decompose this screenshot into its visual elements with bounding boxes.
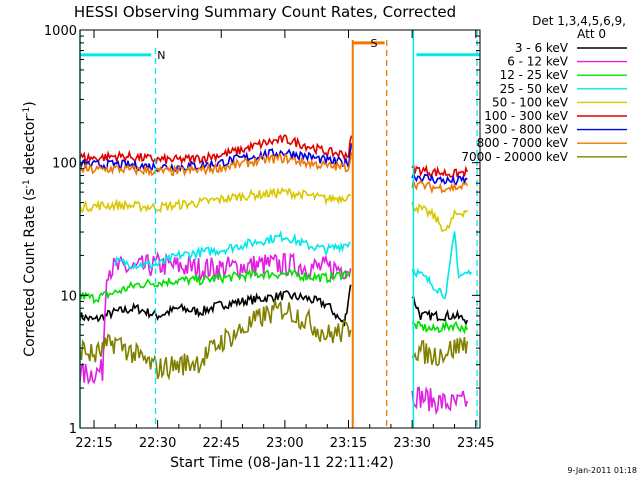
legend-label-2: 12 - 25 keV	[500, 68, 569, 82]
plot-frame	[79, 29, 481, 429]
y-label-main: Corrected Count Rate (s	[22, 188, 38, 356]
x-tick-label-2: 22:45	[203, 436, 240, 451]
series-5-segment-0	[79, 133, 353, 166]
series-2-segment-0	[79, 268, 352, 305]
series-8-segment-1	[411, 336, 469, 367]
x-tick-label-3: 23:00	[266, 436, 303, 451]
series-5-segment-1	[411, 163, 469, 178]
legend-label-6: 300 - 800 keV	[484, 123, 568, 137]
legend-label-8: 7000 - 20000 keV	[461, 150, 568, 164]
tick-layer: 22:15 22:30 22:45 23:00 23:15 23:30 23:45 1 10 10…	[44, 24, 495, 451]
legend-label-5: 100 - 300 keV	[484, 109, 568, 123]
series-6-segment-1	[411, 171, 468, 186]
x-tick-label-6: 23:45	[457, 436, 494, 451]
y-label-mid: detector	[22, 116, 38, 180]
series-1-segment-1	[411, 385, 469, 416]
y-label-sup2: -1	[22, 107, 32, 116]
timestamp: 9-Jan-2011 01:18	[567, 466, 637, 475]
x-tick-label-1: 22:30	[139, 436, 176, 451]
legend-label-4: 50 - 100 keV	[492, 95, 569, 109]
series-7-segment-0	[79, 152, 353, 178]
x-tick-label-0: 22:15	[75, 436, 112, 451]
marker-layer: NS	[79, 30, 478, 428]
y-label-end: )	[22, 101, 38, 106]
legend-label-3: 25 - 50 keV	[500, 82, 569, 96]
x-tick-label-5: 23:30	[393, 436, 430, 451]
chart-title: HESSI Observing Summary Count Rates, Cor…	[74, 3, 456, 21]
legend-header-1: Det 1,3,4,5,6,9,	[532, 14, 626, 28]
series-8-segment-0	[79, 300, 352, 381]
series-2-segment-1	[411, 319, 469, 335]
legend-label-0: 3 - 6 keV	[515, 41, 569, 55]
series-0-segment-1	[411, 295, 469, 326]
legend-label-7: 800 - 7000 keV	[477, 136, 569, 150]
y-axis-label: Corrected Count Rate (s-1 detector-1)	[22, 101, 38, 356]
y-tick-label-2: 100	[52, 157, 77, 172]
marker-label-1: S	[371, 37, 378, 50]
series-0-segment-0	[79, 284, 352, 327]
series-4-segment-0	[79, 186, 352, 214]
series-3-segment-1	[411, 231, 473, 300]
x-tick-label-4: 23:15	[330, 436, 367, 451]
legend-label-1: 6 - 12 keV	[507, 55, 569, 69]
y-label-sup1: -1	[22, 179, 32, 188]
y-tick-label-1: 10	[60, 289, 77, 304]
y-tick-label-0: 1	[69, 422, 77, 437]
y-tick-label-3: 1000	[44, 24, 77, 39]
legend-header-2: Att 0	[577, 27, 606, 41]
series-7-segment-1	[411, 179, 469, 195]
series-4-segment-1	[411, 201, 468, 232]
series-layer	[79, 53, 480, 416]
marker-label-0: N	[157, 49, 165, 62]
x-axis-label: Start Time (08-Jan-11 22:11:42)	[170, 455, 394, 471]
series-3-segment-0	[114, 229, 351, 270]
